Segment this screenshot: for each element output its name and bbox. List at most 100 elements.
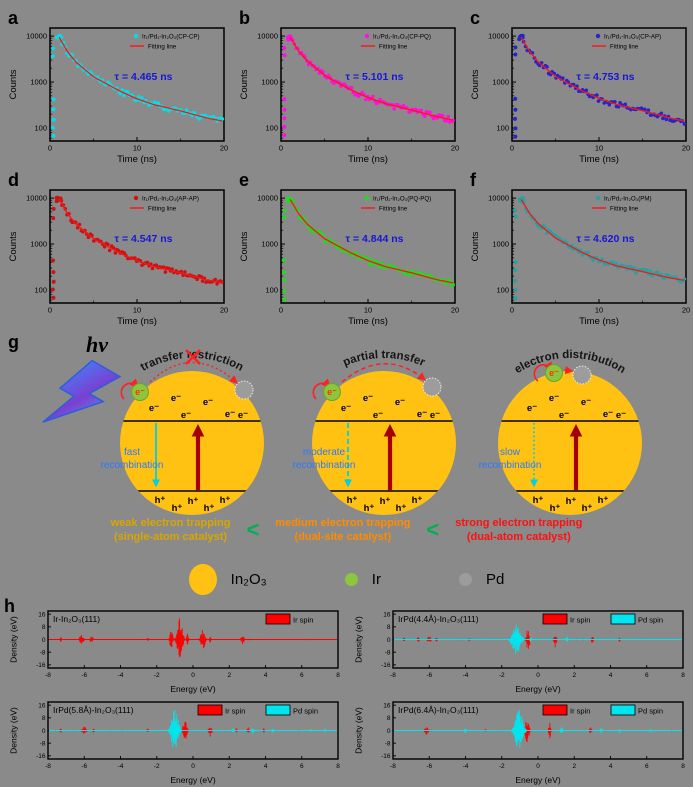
pd-atom: [422, 377, 442, 397]
svg-text:-4: -4: [463, 672, 469, 679]
hole-label: h⁺: [155, 495, 166, 506]
less-than-sign: <: [246, 517, 260, 543]
caption-line: medium electron trapping: [275, 517, 411, 529]
dos-legend: Ir spin Pd spin: [542, 704, 663, 716]
svg-text:4: 4: [264, 672, 268, 679]
dos-axes: 16 8 0 -8 -16 -8 -6 -4 -2 0 2 4 6 8 Density (eV) Energy…: [354, 701, 685, 785]
svg-text:8: 8: [336, 672, 340, 679]
fit-line: [58, 36, 223, 122]
svg-text:20: 20: [451, 144, 459, 153]
svg-text:-8: -8: [390, 672, 396, 679]
svg-text:-6: -6: [426, 672, 432, 679]
hole-label: h⁺: [550, 503, 561, 514]
svg-text:1000: 1000: [492, 240, 509, 249]
transfer-arc-label: transfer restriction: [139, 349, 246, 374]
decay-scatter: [50, 33, 225, 138]
svg-text:-4: -4: [118, 672, 124, 679]
legend-item-ir: Ir: [344, 571, 381, 588]
pd-atom: [234, 380, 254, 400]
svg-text:0: 0: [536, 763, 540, 770]
svg-text:-2: -2: [499, 672, 505, 679]
svg-text:8: 8: [681, 672, 685, 679]
hole-label: h⁺: [172, 503, 183, 514]
decay-legend: Ir₁/Pd₁-In₂O₃(CP-AP) Fitting line: [592, 34, 661, 51]
hole-label: h⁺: [188, 496, 199, 507]
svg-text:-2: -2: [154, 763, 160, 770]
svg-text:Time (ns): Time (ns): [348, 316, 388, 327]
svg-text:-16: -16: [36, 662, 46, 669]
svg-text:Time (ns): Time (ns): [579, 154, 619, 165]
ir-atom: [131, 383, 149, 401]
dos-spikes: [422, 722, 594, 742]
electron-label: e⁻: [395, 397, 405, 408]
svg-text:Energy (eV): Energy (eV): [515, 684, 561, 694]
electron-label: e⁻: [171, 393, 181, 404]
legend-label: Pd: [485, 571, 505, 588]
recombination-label: moderate: [303, 447, 346, 458]
hole-label: h⁺: [396, 503, 407, 514]
decay-axes: 100 1000 10000 0 10 20 Counts Time (ns): [239, 189, 459, 327]
legend-label: In₂O₃: [230, 571, 267, 588]
svg-text:4: 4: [264, 763, 268, 770]
svg-text:Fitting line: Fitting line: [610, 206, 639, 213]
panel-g: g hν transfer restrictione⁻e⁻e⁻e⁻e⁻e⁻h⁺h…: [0, 318, 693, 600]
transfer-arrow: [341, 363, 426, 383]
caption-line: strong electron trapping: [455, 517, 583, 529]
svg-text:Ir₁/Pd₁-In₂O₃(PM): Ir₁/Pd₁-In₂O₃(PM): [604, 196, 652, 203]
svg-text:Energy (eV): Energy (eV): [515, 775, 561, 785]
svg-text:2: 2: [572, 763, 576, 770]
svg-text:0: 0: [191, 672, 195, 679]
dos-legend: Ir spin Pd spin: [197, 704, 318, 716]
blocked-x-icon: [185, 349, 201, 365]
svg-text:Time (ns): Time (ns): [348, 154, 388, 165]
ir-atom: [545, 364, 563, 382]
svg-text:Pd spin: Pd spin: [638, 707, 663, 716]
svg-text:Density (eV): Density (eV): [9, 616, 19, 663]
electron-label: e⁻: [341, 403, 351, 414]
svg-text:Pd spin: Pd spin: [638, 616, 663, 625]
svg-text:20: 20: [451, 306, 459, 315]
svg-text:-8: -8: [385, 649, 391, 656]
dos-chart-irpd-5-8: 16 8 0 -8 -16 -8 -6 -4 -2 0 2 4 6 8 Density (eV) Energy…: [9, 701, 340, 785]
svg-text:8: 8: [387, 624, 391, 631]
svg-text:-16: -16: [381, 753, 391, 760]
svg-text:Time (ns): Time (ns): [117, 154, 157, 165]
material-legend: In₂O₃ Ir Pd: [0, 564, 693, 595]
panel-letter-d: d: [8, 170, 19, 190]
svg-text:100: 100: [265, 124, 278, 133]
svg-text:0: 0: [536, 672, 540, 679]
svg-text:Fitting line: Fitting line: [379, 44, 408, 51]
recombination-label: slow: [500, 447, 521, 458]
svg-text:-8: -8: [385, 740, 391, 747]
legend-item-pd: Pd: [458, 571, 505, 588]
hole-label: h⁺: [598, 495, 609, 506]
dos-noise: [397, 730, 679, 731]
svg-text:8: 8: [387, 715, 391, 722]
photon-energy-label: hν: [86, 332, 108, 357]
ir-swatch: [344, 573, 358, 586]
hole-label: h⁺: [412, 495, 423, 506]
svg-text:10: 10: [595, 306, 603, 315]
svg-text:Density (eV): Density (eV): [354, 707, 364, 754]
svg-text:8: 8: [42, 715, 46, 722]
svg-text:-8: -8: [40, 649, 46, 656]
decay-scatter: [512, 196, 687, 301]
caption-line: weak electron trapping: [110, 517, 231, 529]
svg-text:10000: 10000: [26, 32, 47, 41]
transfer-arrow: [149, 361, 238, 384]
svg-text:4: 4: [609, 763, 613, 770]
decay-legend: Ir₁/Pd₁-In₂O₃(AP-AP) Fitting line: [130, 196, 199, 213]
svg-text:Energy (eV): Energy (eV): [170, 775, 216, 785]
svg-text:Ir₁/Pd₁-In₂O₃(AP-AP): Ir₁/Pd₁-In₂O₃(AP-AP): [142, 196, 199, 203]
panel-letter-f: f: [470, 170, 476, 190]
panel-letter-b: b: [239, 8, 250, 28]
dos-title: IrPd(5.8Å)-In₂O₃(111): [53, 705, 134, 715]
svg-text:100: 100: [496, 286, 509, 295]
svg-text:Density (eV): Density (eV): [9, 707, 19, 754]
hole-label: h⁺: [380, 496, 391, 507]
decay-axes: 100 1000 10000 0 10 20 Counts Time (ns): [470, 27, 690, 165]
fit-line: [520, 199, 685, 281]
in2o3-sphere: [498, 371, 642, 515]
